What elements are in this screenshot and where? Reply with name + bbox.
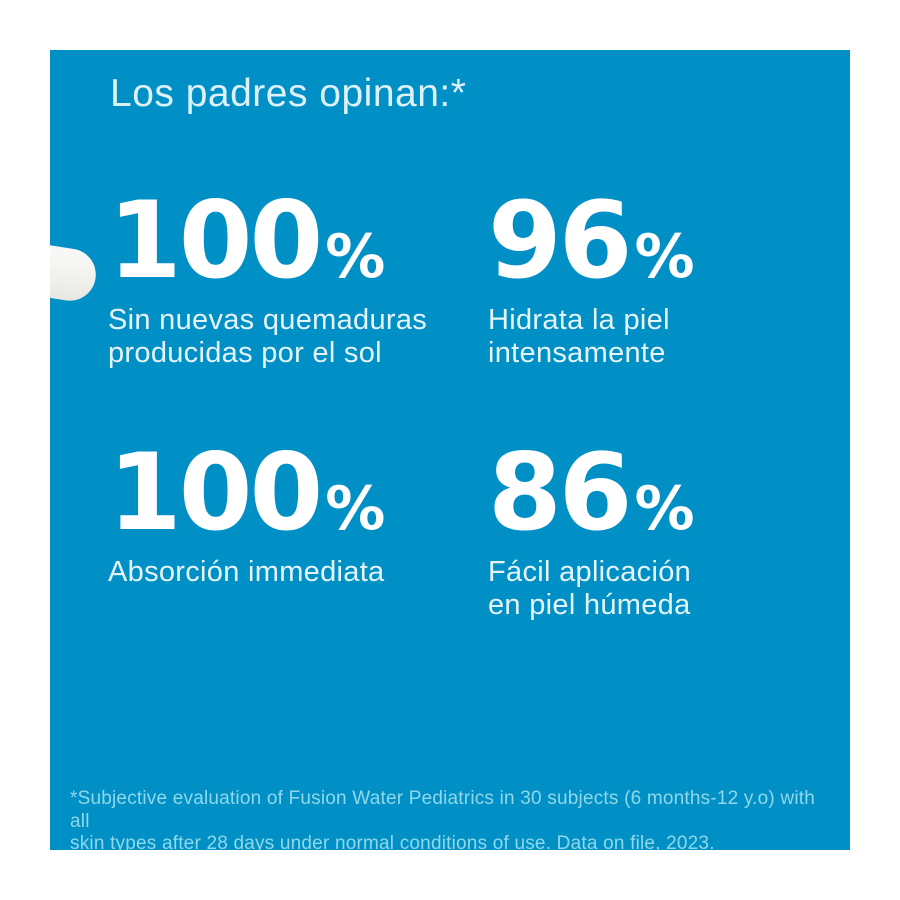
blue-panel: Los padres opinan:* 100% Sin nuevas quem… — [50, 50, 850, 850]
percent-sign: % — [634, 474, 695, 544]
stat-value: 100% — [108, 188, 468, 294]
percent-sign: % — [325, 222, 386, 292]
page-title: Los padres opinan:* — [110, 72, 467, 115]
stat-number: 86 — [488, 431, 633, 554]
stat-description: Hidrata la piel intensamente — [488, 304, 670, 369]
percent-sign: % — [325, 474, 386, 544]
percent-sign: % — [634, 222, 695, 292]
stat-card-immediate-absorption: 100% Absorción immediata — [108, 440, 468, 589]
stat-description: Fácil aplicación en piel húmeda — [488, 556, 692, 621]
stat-number: 100 — [108, 179, 323, 302]
stat-card-hydrates-skin: 96% Hidrata la piel intensamente — [488, 188, 848, 370]
footnote: *Subjective evaluation of Fusion Water P… — [70, 788, 816, 850]
cream-dollop-image — [50, 239, 100, 305]
stat-card-no-new-sunburns: 100% Sin nuevas quemaduras producidas po… — [108, 188, 468, 370]
stat-description: Sin nuevas quemaduras producidas por el … — [108, 304, 428, 369]
stat-number: 100 — [108, 431, 323, 554]
stat-card-easy-application: 86% Fácil aplicación en piel húmeda — [488, 440, 848, 622]
stat-description: Absorción immediata — [108, 556, 385, 588]
stat-value: 100% — [108, 440, 468, 546]
stat-number: 96 — [488, 179, 633, 302]
stat-value: 96% — [488, 188, 848, 294]
stat-value: 86% — [488, 440, 848, 546]
